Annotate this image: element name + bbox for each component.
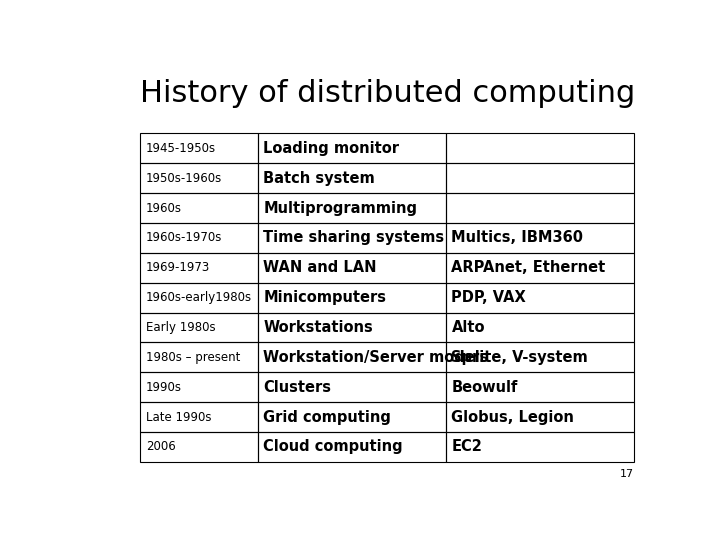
Text: Grid computing: Grid computing: [264, 410, 391, 424]
Bar: [258, 193, 446, 223]
Text: 1969-1973: 1969-1973: [145, 261, 210, 274]
Bar: [258, 283, 446, 313]
Text: Early 1980s: Early 1980s: [145, 321, 215, 334]
Bar: [446, 253, 634, 283]
Bar: [140, 342, 258, 372]
Text: Workstation/Server models: Workstation/Server models: [264, 350, 489, 365]
Bar: [446, 372, 634, 402]
Text: Globus, Legion: Globus, Legion: [451, 410, 575, 424]
Text: Beowulf: Beowulf: [451, 380, 518, 395]
Text: Minicomputers: Minicomputers: [264, 290, 387, 305]
Bar: [258, 223, 446, 253]
Bar: [140, 313, 258, 342]
Text: 17: 17: [620, 469, 634, 478]
Text: 1945-1950s: 1945-1950s: [145, 142, 216, 155]
Text: Cloud computing: Cloud computing: [264, 440, 403, 455]
Text: History of distributed computing: History of distributed computing: [140, 79, 636, 109]
Bar: [446, 432, 634, 462]
Bar: [258, 313, 446, 342]
Bar: [140, 253, 258, 283]
Bar: [446, 163, 634, 193]
Text: 1990s: 1990s: [145, 381, 181, 394]
Text: Batch system: Batch system: [264, 171, 375, 186]
Bar: [258, 133, 446, 163]
Bar: [140, 163, 258, 193]
Bar: [140, 372, 258, 402]
Bar: [258, 402, 446, 432]
Text: Multiprogramming: Multiprogramming: [264, 200, 418, 215]
Bar: [258, 372, 446, 402]
Text: Loading monitor: Loading monitor: [264, 141, 400, 156]
Text: Multics, IBM360: Multics, IBM360: [451, 231, 583, 245]
Bar: [446, 313, 634, 342]
Bar: [258, 342, 446, 372]
Bar: [140, 193, 258, 223]
Text: EC2: EC2: [451, 440, 482, 455]
Text: WAN and LAN: WAN and LAN: [264, 260, 377, 275]
Text: Alto: Alto: [451, 320, 485, 335]
Bar: [258, 253, 446, 283]
Text: PDP, VAX: PDP, VAX: [451, 290, 526, 305]
Text: 1980s – present: 1980s – present: [145, 351, 240, 364]
Text: Late 1990s: Late 1990s: [145, 410, 211, 423]
Text: 2006: 2006: [145, 441, 176, 454]
Text: Workstations: Workstations: [264, 320, 373, 335]
Bar: [446, 193, 634, 223]
Text: Sprite, V-system: Sprite, V-system: [451, 350, 588, 365]
Text: Clusters: Clusters: [264, 380, 331, 395]
Text: 1960s-1970s: 1960s-1970s: [145, 232, 222, 245]
Text: ARPAnet, Ethernet: ARPAnet, Ethernet: [451, 260, 606, 275]
Bar: [446, 283, 634, 313]
Text: 1960s: 1960s: [145, 201, 181, 214]
Bar: [258, 432, 446, 462]
Bar: [140, 133, 258, 163]
Bar: [446, 223, 634, 253]
Bar: [258, 163, 446, 193]
Bar: [140, 283, 258, 313]
Text: Time sharing systems: Time sharing systems: [264, 231, 444, 245]
Bar: [140, 402, 258, 432]
Bar: [140, 223, 258, 253]
Bar: [140, 432, 258, 462]
Bar: [446, 342, 634, 372]
Text: 1960s-early1980s: 1960s-early1980s: [145, 291, 252, 304]
Bar: [446, 133, 634, 163]
Bar: [446, 402, 634, 432]
Text: 1950s-1960s: 1950s-1960s: [145, 172, 222, 185]
